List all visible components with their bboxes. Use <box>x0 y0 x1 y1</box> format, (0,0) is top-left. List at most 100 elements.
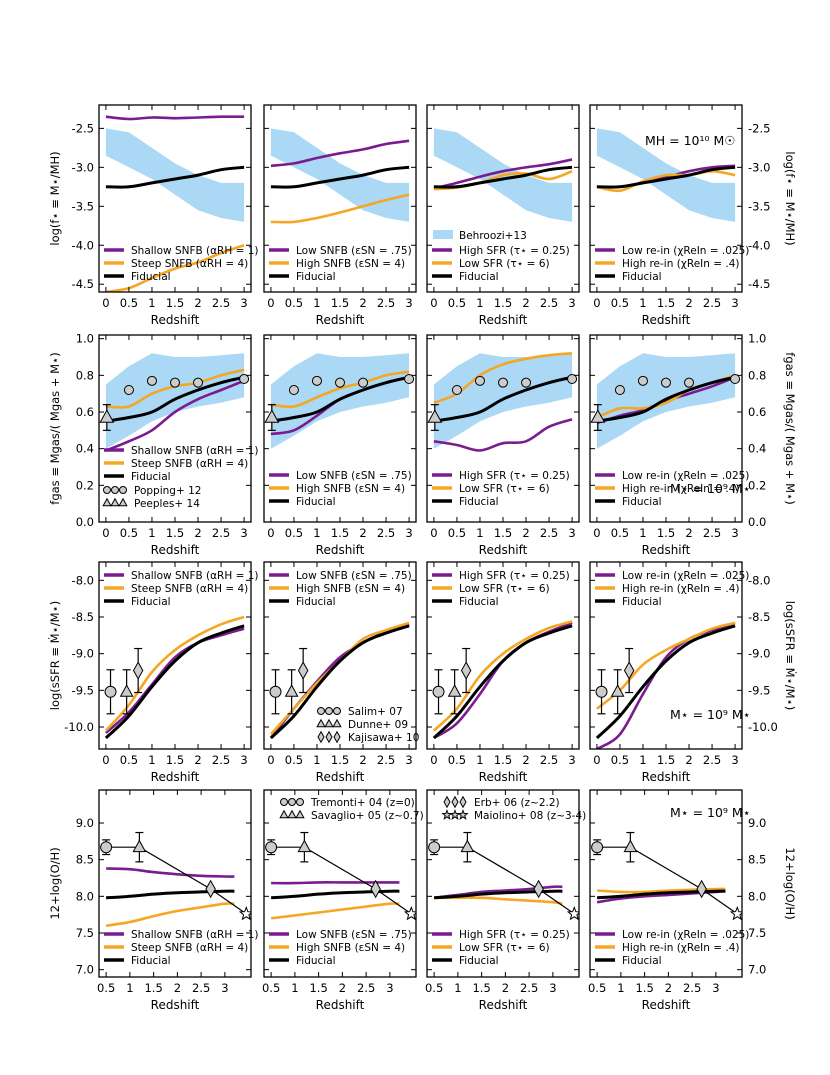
legend-salim-label: Salim+ 07 <box>348 706 403 718</box>
x-tick-label: 2.5 <box>540 526 558 540</box>
legend-kajisawa-marker <box>333 730 341 744</box>
x-tick-label: 1 <box>639 526 646 540</box>
x-axis-label: Redshift <box>316 998 365 1012</box>
legend-fiducial-label: Fiducial <box>459 955 499 967</box>
behroozi-legend-swatch <box>433 230 453 239</box>
x-tick-label: 1 <box>313 296 320 310</box>
legend-maiolino-marker <box>457 809 469 820</box>
legend-orange-label: High re-in (χReIn = .4) <box>622 483 740 495</box>
y-tick-label-right: -9.5 <box>748 683 770 697</box>
legend-popping-label: Popping+ 12 <box>134 485 201 497</box>
x-tick-label: 3 <box>568 296 575 310</box>
x-tick-label: 2.5 <box>703 753 721 767</box>
fiducial-line <box>433 375 573 423</box>
legend-dunne-marker <box>332 718 342 728</box>
legend-kajisawa-marker <box>317 730 325 744</box>
x-tick-label: 2.5 <box>212 526 230 540</box>
legend-kajisawa-label: Kajisawa+ 10 <box>348 732 419 744</box>
orange-line <box>270 370 410 409</box>
x-tick-label: 2.5 <box>377 296 395 310</box>
x-tick-label: 1 <box>313 526 320 540</box>
legend-tremonti-marker <box>288 798 296 806</box>
legend-fiducial-label: Fiducial <box>296 496 336 508</box>
x-tick-label: 0.5 <box>448 296 466 310</box>
legend-peeples-marker <box>102 497 112 507</box>
obs-circle-point <box>432 685 445 698</box>
x-axis-label: Redshift <box>151 543 200 557</box>
legend-fiducial-label: Fiducial <box>131 955 171 967</box>
panel-metallicity-2: 0.5 1 1.5 2 2.5 3 Redshift Low SNFB (εSN = .75)… <box>262 789 424 1012</box>
y-tick-label-right: 0.8 <box>748 368 766 382</box>
panel-mass-note: M⋆ = 10⁹ M⋆ <box>670 707 751 722</box>
axes-frame <box>98 789 252 978</box>
obs-circle-point <box>104 685 117 698</box>
popping-point <box>614 385 625 395</box>
y-axis-label-left: log(f⋆ ≡ M⋆/MH) <box>48 151 62 245</box>
legend-salim-marker <box>333 707 341 715</box>
purple-line <box>433 418 573 452</box>
x-tick-label: 3 <box>221 981 228 995</box>
behroozi-legend-label: Behroozi+13 <box>459 230 527 242</box>
legend-fiducial-label: Fiducial <box>622 496 662 508</box>
legend-erb-marker <box>451 795 459 809</box>
legend-savaglio-marker <box>295 809 305 819</box>
x-tick-label: 3 <box>386 981 393 995</box>
behroozi-band <box>105 128 245 222</box>
panel-mass-note: MH = 10¹⁰ M☉ <box>645 133 736 148</box>
x-tick-label: 2.5 <box>377 753 395 767</box>
y-tick-label: 0.8 <box>76 368 94 382</box>
legend-fiducial-label: Fiducial <box>296 955 336 967</box>
x-tick-label: 1 <box>476 526 483 540</box>
orange-line <box>270 902 400 920</box>
popping-point <box>358 377 369 388</box>
popping-point <box>637 375 648 386</box>
legend-purple-label: Low re-in (χReIn = .025) <box>622 470 749 482</box>
legend-purple-label: Shallow SNFB (αRH = 1) <box>131 929 259 941</box>
purple-line <box>105 627 245 734</box>
x-tick-label: 0.5 <box>448 753 466 767</box>
x-tick-label: 0.5 <box>285 526 303 540</box>
y-tick-label: 0.2 <box>76 478 94 492</box>
popping-point <box>123 385 134 395</box>
legend-fiducial-label: Fiducial <box>296 271 336 283</box>
x-tick-label: 0 <box>593 526 600 540</box>
x-tick-label: 2.5 <box>703 296 721 310</box>
legend-orange-label: High re-in (χReIn = .4) <box>622 942 740 954</box>
behroozi-band <box>270 128 410 222</box>
x-tick-label: 3 <box>240 753 247 767</box>
orange-line <box>434 896 563 905</box>
y-tick-label-right: 0.2 <box>748 478 766 492</box>
x-tick-label: 0.5 <box>285 296 303 310</box>
x-tick-label: 2 <box>665 981 672 995</box>
x-tick-label: 1 <box>148 296 155 310</box>
x-tick-label: 1.5 <box>331 753 349 767</box>
x-tick-label: 1 <box>126 981 133 995</box>
obs-triangle-point <box>297 839 312 853</box>
plot-area <box>270 128 410 224</box>
y-tick-label: 8.5 <box>76 853 94 867</box>
obs-trend-line <box>597 846 738 915</box>
x-tick-label: 0.5 <box>611 526 629 540</box>
legend-popping-marker <box>111 486 119 494</box>
legend-purple-label: Low re-in (χReIn = .025) <box>622 245 749 257</box>
y-tick-label: 0.0 <box>76 515 94 529</box>
legend-salim-marker <box>325 707 333 715</box>
popping-point <box>335 377 345 388</box>
x-tick-label: 1 <box>148 526 155 540</box>
obs-triangle-point <box>460 839 475 853</box>
y-tick-label: -2.5 <box>72 121 94 135</box>
y-tick-label: 0.4 <box>76 442 94 456</box>
purple-line <box>596 621 736 749</box>
legend-savaglio-marker <box>287 809 297 819</box>
behroozi-band <box>105 353 245 449</box>
legend-peeples-label: Peeples+ 14 <box>134 498 200 510</box>
obs-circle-point <box>591 841 604 854</box>
x-tick-label: 3 <box>731 753 738 767</box>
x-axis-label: Redshift <box>151 998 200 1012</box>
x-tick-label: 2.5 <box>683 981 701 995</box>
x-tick-label: 1.5 <box>472 981 490 995</box>
x-tick-label: 0 <box>102 296 109 310</box>
y-tick-label: -9.0 <box>72 647 94 661</box>
y-tick-label: 0.6 <box>76 405 94 419</box>
legend-fiducial-label: Fiducial <box>622 955 662 967</box>
